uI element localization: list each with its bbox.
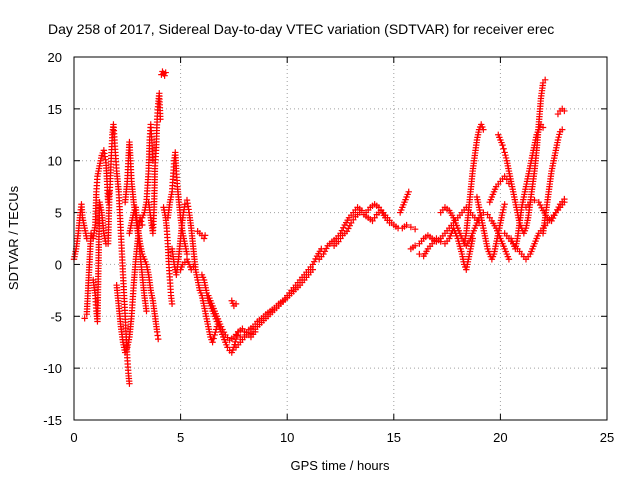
data-point (499, 209, 506, 216)
data-point (168, 300, 176, 308)
data-point (536, 201, 544, 209)
data-point (155, 335, 162, 343)
data-point (323, 245, 330, 252)
data-point (241, 333, 248, 341)
data-point (309, 266, 316, 273)
data-point (326, 240, 334, 247)
data-point (500, 145, 507, 152)
data-point (217, 323, 225, 330)
data-point (407, 223, 415, 231)
data-point (480, 126, 487, 133)
data-point (233, 332, 241, 339)
data-point (554, 136, 562, 144)
data-point (209, 339, 216, 346)
data-point (541, 76, 549, 84)
data-point (556, 131, 563, 138)
y-tick-label: -15 (43, 413, 62, 428)
x-tick-label: 5 (177, 430, 184, 445)
data-point (201, 232, 209, 239)
data-point (502, 151, 509, 159)
grid-lines (74, 57, 607, 420)
y-tick-label: 5 (55, 206, 62, 221)
data-point (219, 326, 226, 333)
data-point (190, 263, 197, 270)
data-point (555, 134, 562, 141)
x-tick-label: 15 (387, 430, 401, 445)
chart-title: Day 258 of 2017, Sidereal Day-to-day VTE… (48, 21, 554, 37)
data-point (559, 126, 566, 133)
data-point (220, 328, 228, 336)
data-point (136, 214, 144, 221)
data-point (200, 235, 208, 242)
data-point (437, 238, 444, 245)
data-point (212, 328, 219, 336)
data-point (137, 218, 145, 225)
x-tick-label: 25 (600, 430, 614, 445)
data-point (561, 199, 568, 206)
data-point (527, 199, 534, 206)
data-point (340, 224, 347, 231)
data-point (81, 315, 88, 322)
data-point (338, 227, 346, 234)
y-tick-label: -5 (50, 309, 62, 324)
data-point (411, 242, 419, 249)
data-point (320, 250, 327, 258)
data-point (535, 199, 542, 206)
data-point (531, 196, 538, 204)
data-point (500, 203, 508, 211)
y-tick-label: 10 (48, 154, 62, 169)
data-point (501, 149, 508, 156)
data-point (500, 206, 507, 214)
y-tick-label: 20 (48, 50, 62, 65)
data-point (416, 250, 423, 258)
data-point (346, 222, 353, 229)
x-axis-label: GPS time / hours (291, 458, 390, 473)
data-point (139, 221, 146, 229)
y-axis-label: SDTVAR / TECUs (6, 185, 21, 290)
data-point (403, 221, 410, 229)
y-tick-label: -10 (43, 361, 62, 376)
data-point (501, 201, 508, 208)
x-tick-label: 10 (280, 430, 294, 445)
data-point (162, 69, 169, 76)
y-tick-label: 0 (55, 257, 62, 272)
data-point (126, 380, 133, 387)
data-point (157, 116, 164, 123)
data-point (345, 225, 352, 232)
data-point (505, 256, 513, 263)
y-tick-label: 15 (48, 102, 62, 117)
data-point (386, 219, 393, 227)
data-point (321, 248, 329, 255)
data-point (356, 209, 363, 216)
x-tick-label: 0 (70, 430, 77, 445)
data-point (311, 258, 318, 265)
plot-frame (73, 56, 608, 421)
data-point (161, 72, 168, 79)
data-point (211, 331, 218, 339)
data-point (539, 124, 547, 131)
data-point (143, 307, 150, 315)
data-points (70, 68, 568, 387)
data-point (502, 154, 510, 162)
x-tick-label: 20 (493, 430, 507, 445)
data-point (343, 228, 351, 235)
data-point (499, 141, 506, 149)
data-point (561, 107, 568, 115)
data-point (232, 300, 240, 308)
data-point (210, 335, 217, 342)
data-point (411, 225, 419, 233)
data-point (405, 188, 412, 196)
